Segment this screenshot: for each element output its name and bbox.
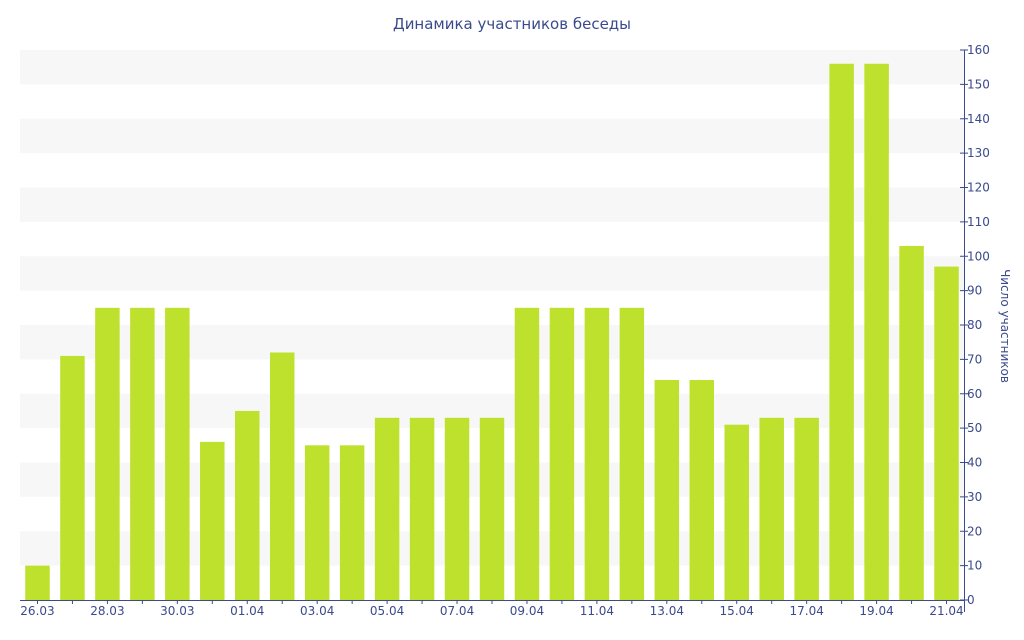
bar-30.03 <box>165 307 190 600</box>
y-axis-label: Число участников <box>998 269 1012 383</box>
y-tick-label: 50 <box>967 421 982 435</box>
x-tick-label: 11.04 <box>580 604 614 618</box>
y-tick-label: 10 <box>967 559 982 573</box>
bar-28.03 <box>95 307 120 600</box>
grid-band <box>20 118 964 154</box>
bar-17.04 <box>794 417 819 600</box>
y-tick-label: 80 <box>967 318 982 332</box>
bar-21.04 <box>934 266 959 600</box>
y-tick-label: 120 <box>967 181 990 195</box>
x-tick-label: 30.03 <box>160 604 194 618</box>
bar-07.04 <box>444 417 470 600</box>
bar-03.04 <box>304 445 330 600</box>
bar-12.04 <box>619 307 645 600</box>
bar-08.04 <box>479 417 505 600</box>
x-tick-label: 03.04 <box>300 604 334 618</box>
bar-01.04 <box>235 410 260 600</box>
x-tick-label: 13.04 <box>650 604 684 618</box>
x-tick-label: 17.04 <box>789 604 823 618</box>
bar-31.03 <box>200 441 225 600</box>
y-tick-label: 30 <box>967 490 982 504</box>
x-tick-label: 09.04 <box>510 604 544 618</box>
x-tick-label: 19.04 <box>859 604 893 618</box>
grid-band <box>20 50 964 85</box>
bar-16.04 <box>759 417 784 600</box>
y-tick-label: 100 <box>967 249 990 263</box>
y-tick-label: 20 <box>967 524 982 538</box>
y-tick-label: 160 <box>967 43 990 57</box>
bar-04.04 <box>339 445 365 600</box>
bar-14.04 <box>689 380 715 600</box>
bar-27.03 <box>60 355 85 600</box>
bar-05.04 <box>374 417 400 600</box>
grid-band <box>20 187 964 222</box>
bar-13.04 <box>654 380 680 600</box>
bar-29.03 <box>130 307 155 600</box>
grid-band <box>20 325 964 360</box>
x-tick-label: 21.04 <box>929 604 963 618</box>
bar-11.04 <box>584 307 610 600</box>
x-tick-label: 07.04 <box>440 604 474 618</box>
y-tick-label: 0 <box>967 593 975 607</box>
y-tick-label: 60 <box>967 387 982 401</box>
y-tick-label: 40 <box>967 456 982 470</box>
bar-18.04 <box>829 63 854 600</box>
axes-group: 0 10 20 30 40 50 60 70 80 90 100 110 120 130 140 150 160… <box>20 43 990 618</box>
y-tick-label: 90 <box>967 284 982 298</box>
bar-15.04 <box>724 424 749 600</box>
y-tick-label: 130 <box>967 146 990 160</box>
grid-band <box>20 256 964 291</box>
y-tick-label: 140 <box>967 112 990 126</box>
x-tick-label: 26.03 <box>20 604 54 618</box>
bars-group <box>25 63 959 600</box>
bar-06.04 <box>409 417 435 600</box>
x-tick-label: 28.03 <box>90 604 124 618</box>
bar-26.03 <box>25 565 50 600</box>
bar-20.04 <box>899 245 924 600</box>
y-tick-label: 110 <box>967 215 990 229</box>
bar-10.04 <box>549 307 575 600</box>
x-tick-label: 15.04 <box>720 604 754 618</box>
bar-19.04 <box>864 63 889 600</box>
bar-02.04 <box>269 352 295 600</box>
x-tick-label: 05.04 <box>370 604 404 618</box>
x-tick-label: 01.04 <box>230 604 264 618</box>
chart-title: Динамика участников беседы <box>393 15 631 33</box>
y-tick-label: 70 <box>967 352 982 366</box>
bar-09.04 <box>514 307 540 600</box>
y-tick-label: 150 <box>967 77 990 91</box>
